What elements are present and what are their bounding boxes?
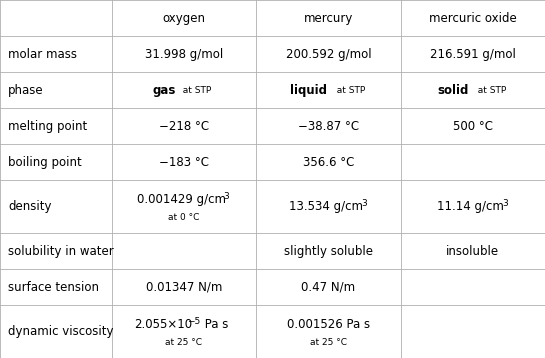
Text: 0.001526 Pa s: 0.001526 Pa s xyxy=(287,318,370,331)
Text: dynamic viscosity: dynamic viscosity xyxy=(8,325,113,338)
Text: solubility in water: solubility in water xyxy=(8,245,114,257)
Text: oxygen: oxygen xyxy=(162,11,205,24)
Text: at STP: at STP xyxy=(177,86,211,95)
Text: 216.591 g/mol: 216.591 g/mol xyxy=(430,48,516,61)
Text: at STP: at STP xyxy=(472,86,506,95)
Text: 3: 3 xyxy=(502,199,508,208)
Text: at 25 °C: at 25 °C xyxy=(166,338,202,347)
Text: phase: phase xyxy=(8,84,44,97)
Text: mercuric oxide: mercuric oxide xyxy=(429,11,517,24)
Text: at 25 °C: at 25 °C xyxy=(310,338,347,347)
Text: slightly soluble: slightly soluble xyxy=(284,245,373,257)
Text: density: density xyxy=(8,200,51,213)
Text: 0.47 N/m: 0.47 N/m xyxy=(301,281,355,294)
Text: liquid: liquid xyxy=(290,84,327,97)
Text: 200.592 g/mol: 200.592 g/mol xyxy=(286,48,371,61)
Text: 500 °C: 500 °C xyxy=(453,120,493,133)
Text: −183 °C: −183 °C xyxy=(159,156,209,169)
Text: 31.998 g/mol: 31.998 g/mol xyxy=(145,48,223,61)
Text: −5: −5 xyxy=(187,317,201,326)
Text: molar mass: molar mass xyxy=(8,48,77,61)
Text: at 0 °C: at 0 °C xyxy=(168,213,199,222)
Text: 0.001429 g/cm: 0.001429 g/cm xyxy=(137,193,226,206)
Text: 11.14 g/cm: 11.14 g/cm xyxy=(437,200,504,213)
Text: melting point: melting point xyxy=(8,120,87,133)
Text: 3: 3 xyxy=(361,199,367,208)
Text: mercury: mercury xyxy=(304,11,353,24)
Text: insoluble: insoluble xyxy=(446,245,499,257)
Text: solid: solid xyxy=(437,84,469,97)
Text: −38.87 °C: −38.87 °C xyxy=(298,120,359,133)
Text: 13.534 g/cm: 13.534 g/cm xyxy=(289,200,363,213)
Text: 3: 3 xyxy=(223,192,229,201)
Text: gas: gas xyxy=(153,84,176,97)
Text: boiling point: boiling point xyxy=(8,156,82,169)
Text: 0.01347 N/m: 0.01347 N/m xyxy=(146,281,222,294)
Text: surface tension: surface tension xyxy=(8,281,99,294)
Text: at STP: at STP xyxy=(331,86,365,95)
Text: −218 °C: −218 °C xyxy=(159,120,209,133)
Text: 2.055×10: 2.055×10 xyxy=(134,318,192,331)
Text: 356.6 °C: 356.6 °C xyxy=(302,156,354,169)
Text: Pa s: Pa s xyxy=(201,318,228,331)
